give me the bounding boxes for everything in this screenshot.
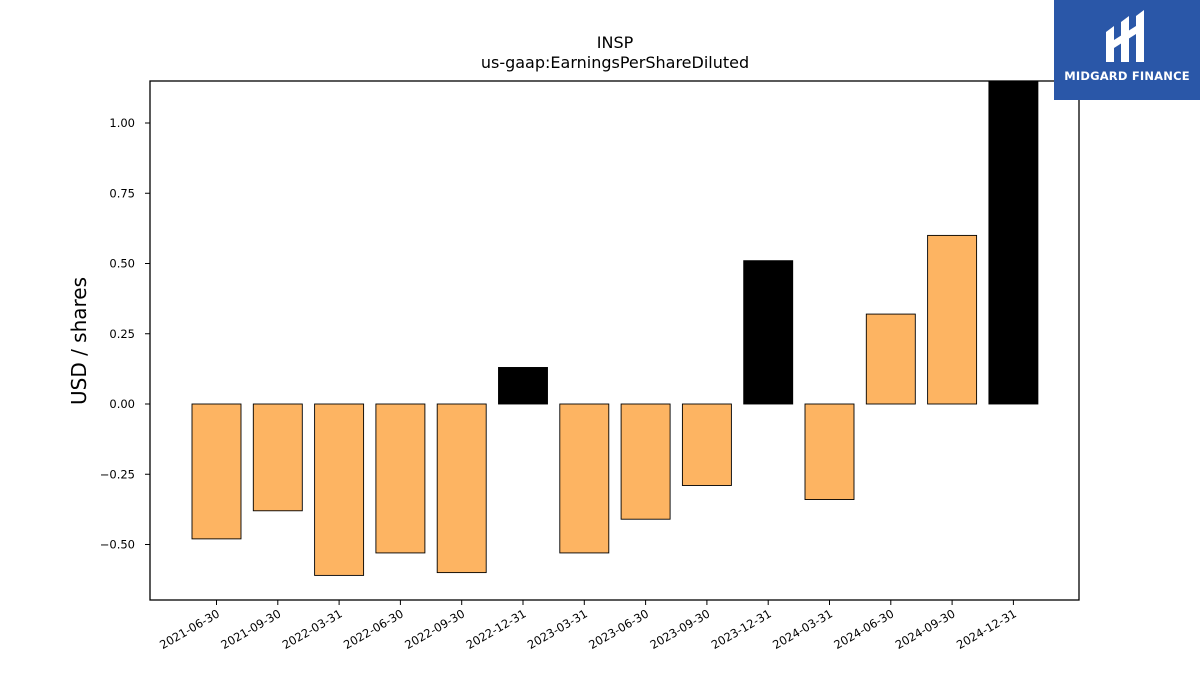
bar-2021-09-30 xyxy=(252,403,303,512)
brand-logo: MIDGARD FINANCE xyxy=(1054,0,1200,100)
bar-2023-12-31 xyxy=(743,260,794,405)
x-tick-label: 2023-06-30 xyxy=(586,606,651,652)
plot-frame xyxy=(149,80,1080,601)
x-tick-label: 2022-09-30 xyxy=(402,606,467,652)
bar-2022-06-30 xyxy=(375,403,426,554)
bars-group xyxy=(191,80,1039,576)
y-tick-label: 0.00 xyxy=(109,397,135,411)
x-tick-label: 2022-06-30 xyxy=(341,606,406,652)
y-tick-label: 0.50 xyxy=(109,257,135,271)
bar-2023-09-30 xyxy=(681,403,732,486)
y-tick-label: 1.00 xyxy=(109,116,135,130)
midgard-logo-icon xyxy=(1106,10,1144,62)
x-tick-label: 2024-03-31 xyxy=(770,606,835,652)
x-tick-label: 2024-09-30 xyxy=(893,606,958,652)
x-tick-label: 2023-09-30 xyxy=(648,606,713,652)
y-axis-label: USD / shares xyxy=(67,277,91,405)
x-ticks-group: 2021-06-302021-09-302022-03-312022-06-30… xyxy=(157,600,1019,652)
x-tick-label: 2022-12-31 xyxy=(464,606,529,652)
chart-title: INSP xyxy=(597,33,634,52)
bar-2022-12-31 xyxy=(498,367,548,405)
y-tick-label: 0.25 xyxy=(109,327,135,341)
y-tick-label: −0.50 xyxy=(100,538,135,552)
x-tick-label: 2024-12-31 xyxy=(954,606,1019,652)
bar-2022-09-30 xyxy=(436,403,487,574)
bar-2024-06-30 xyxy=(865,313,916,405)
bar-2024-09-30 xyxy=(927,234,978,405)
x-tick-label: 2021-09-30 xyxy=(218,606,283,652)
x-tick-label: 2021-06-30 xyxy=(157,606,222,652)
y-tick-label: −0.25 xyxy=(100,467,135,481)
logo-text: MIDGARD FINANCE xyxy=(1064,69,1190,83)
x-tick-label: 2023-12-31 xyxy=(709,606,774,652)
bar-2024-12-31 xyxy=(988,80,1039,405)
bar-2022-03-31 xyxy=(314,403,365,576)
y-ticks-group: −0.50 −0.25 0.00 0.25 0.50 0.75 1.00 xyxy=(100,116,150,552)
bar-2024-03-31 xyxy=(804,403,855,500)
x-tick-label: 2024-06-30 xyxy=(831,606,896,652)
x-tick-label: 2023-03-31 xyxy=(525,606,590,652)
bar-2021-06-30 xyxy=(191,403,242,540)
x-tick-label: 2022-03-31 xyxy=(280,606,345,652)
chart-subtitle: us-gaap:EarningsPerShareDiluted xyxy=(481,53,749,72)
y-tick-label: 0.75 xyxy=(109,186,135,200)
bar-2023-03-31 xyxy=(559,403,610,554)
bar-2023-06-30 xyxy=(620,403,671,520)
